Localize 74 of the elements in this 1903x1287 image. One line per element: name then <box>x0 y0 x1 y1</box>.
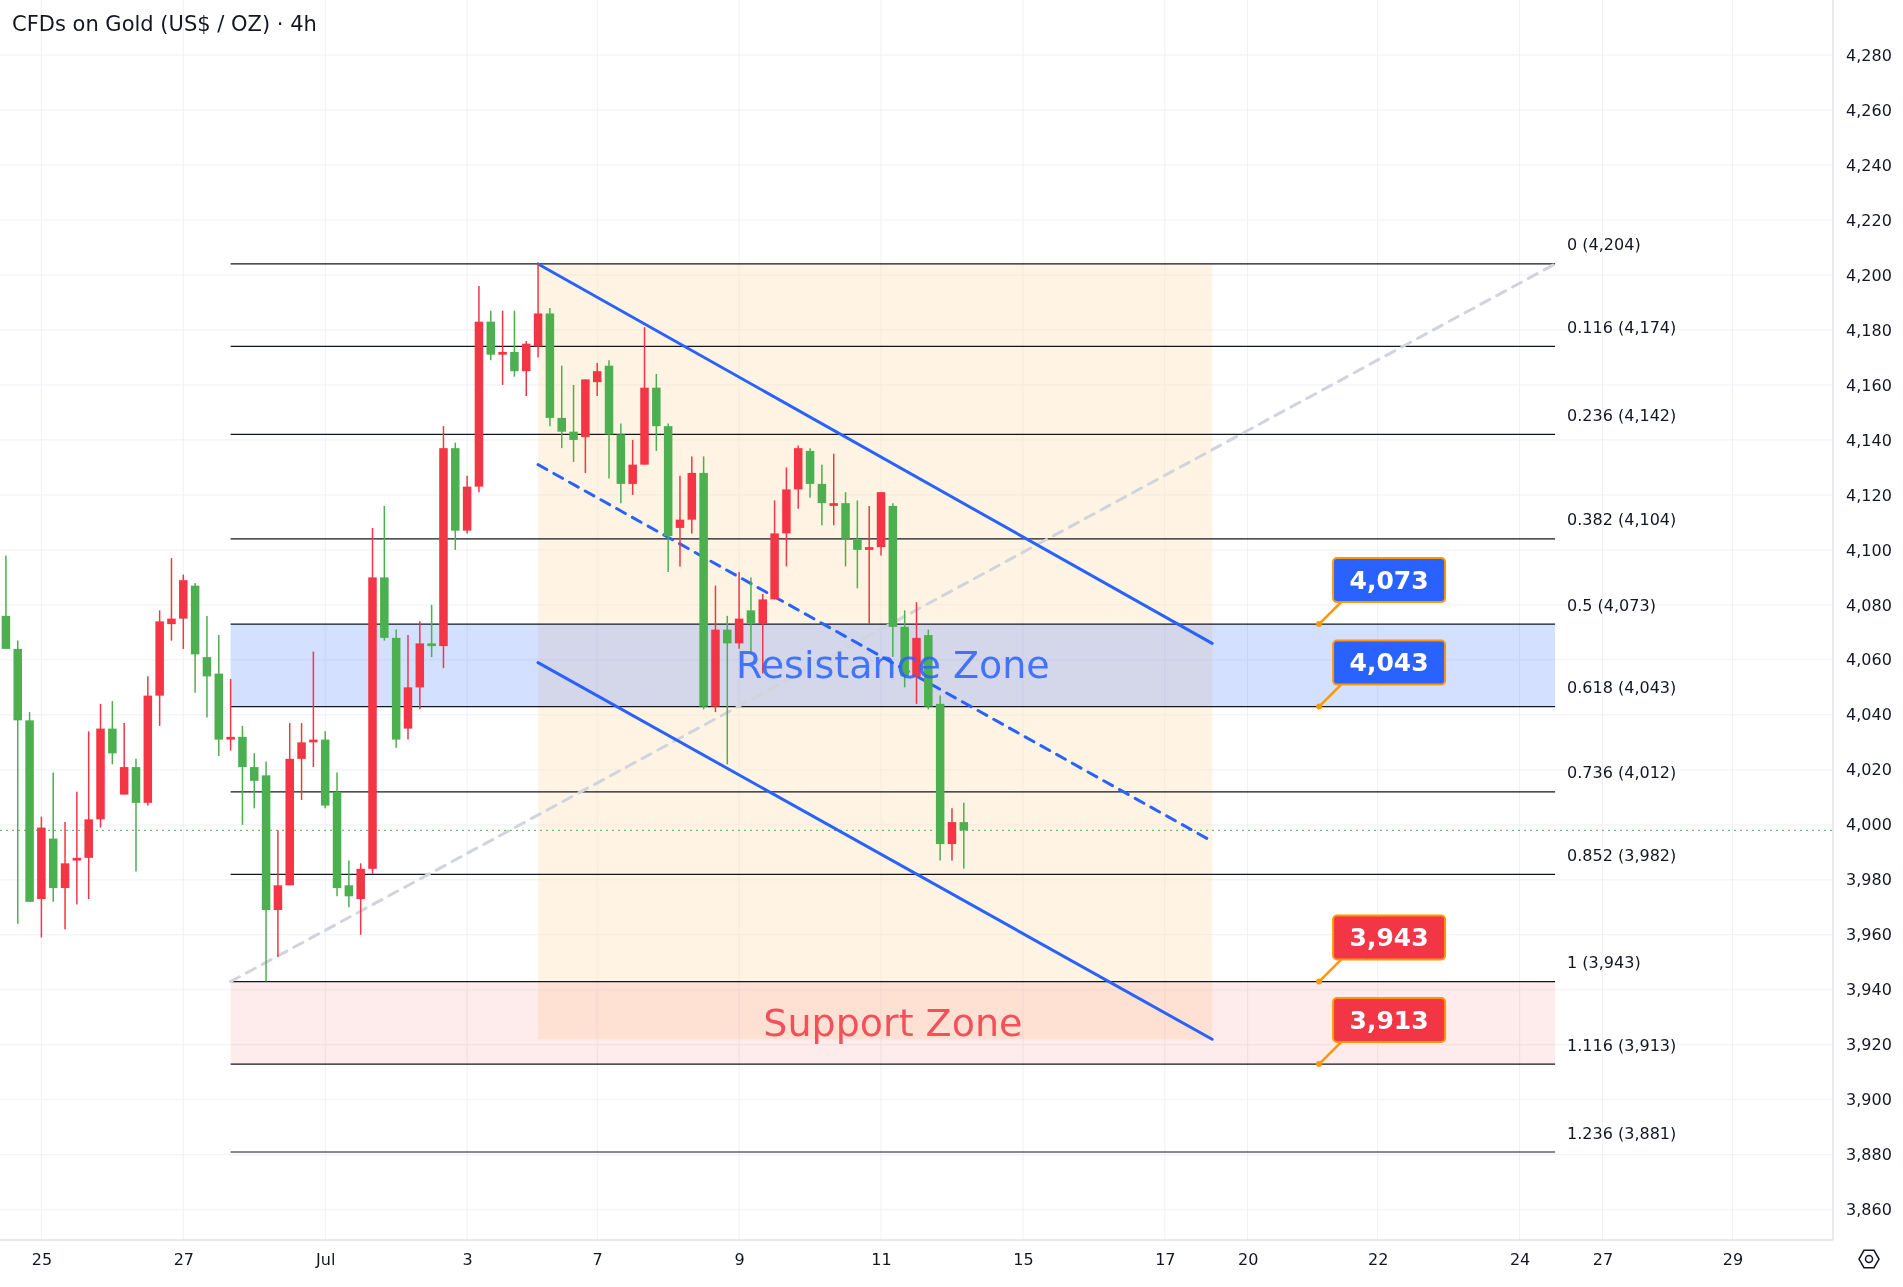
candlestick <box>72 791 82 906</box>
x-tick-label: 22 <box>1368 1250 1389 1270</box>
annotation: 4,073 <box>1349 565 1429 595</box>
y-tick-label: 4,120 <box>1846 485 1892 505</box>
x-tick-label: 27 <box>1592 1250 1614 1270</box>
candlestick <box>947 807 957 862</box>
x-tick-label: 9 <box>734 1250 745 1270</box>
candlestick <box>723 615 732 766</box>
x-tick-label: 11 <box>871 1250 892 1270</box>
ref-line-label: 0.5 (4,073) <box>1567 595 1656 615</box>
candlestick <box>167 557 176 642</box>
y-tick-label: 4,220 <box>1846 210 1892 230</box>
y-tick-label: 3,940 <box>1846 980 1892 1000</box>
candlestick <box>297 722 306 801</box>
candlestick <box>344 859 354 909</box>
y-tick-label: 3,960 <box>1846 925 1892 945</box>
x-tick-label: 24 <box>1509 1250 1531 1270</box>
y-tick-label: 4,140 <box>1846 430 1892 450</box>
candlestick <box>829 452 838 526</box>
y-tick-label: 4,240 <box>1846 155 1892 175</box>
candlestick <box>853 499 862 590</box>
ref-line-label: 0.618 (4,043) <box>1567 678 1677 698</box>
text: CFDs on Gold (US$ / OZ) · 4h <box>12 12 317 36</box>
y-tick-label: 4,080 <box>1846 595 1892 615</box>
y-tick-label: 4,100 <box>1846 540 1892 560</box>
y-tick-label: 4,160 <box>1846 375 1892 395</box>
x-tick-label: 25 <box>31 1250 53 1270</box>
y-tick-label: 4,200 <box>1846 265 1892 285</box>
y-tick-label: 4,180 <box>1846 320 1892 340</box>
y-tick-label: 4,060 <box>1846 650 1892 670</box>
y-tick-label: 4,020 <box>1846 760 1892 780</box>
ref-line-label: 0.736 (4,012) <box>1567 763 1677 783</box>
y-tick-label: 3,980 <box>1846 870 1892 890</box>
y-tick-label: 4,040 <box>1846 705 1892 725</box>
band-label: Support Zone <box>763 1000 1023 1045</box>
ref-line-label: 0.852 (3,982) <box>1567 845 1677 865</box>
candlestick <box>675 474 685 568</box>
candlestick <box>510 309 519 378</box>
y-tick-label: 3,920 <box>1846 1035 1892 1055</box>
x-tick-label: 3 <box>462 1250 473 1270</box>
ref-line-label: 0.116 (4,174) <box>1567 317 1677 337</box>
y-tick-label: 4,000 <box>1846 815 1892 835</box>
annotation: 4,043 <box>1349 648 1429 678</box>
candlestick <box>817 463 827 526</box>
y-tick-label: 4,260 <box>1846 100 1892 120</box>
ref-line-label: 0 (4,204) <box>1567 235 1641 255</box>
x-tick-label: 27 <box>173 1250 194 1270</box>
candlestick <box>592 362 602 397</box>
ref-line-label: 0.236 (4,142) <box>1567 405 1677 425</box>
candlestick <box>864 505 874 625</box>
ref-line-label: 1.116 (3,913) <box>1567 1035 1677 1055</box>
ref-line-label: 1.236 (3,881) <box>1567 1123 1677 1143</box>
candlestick <box>569 384 578 463</box>
y-tick-label: 3,880 <box>1846 1145 1892 1165</box>
candlestick <box>498 309 507 386</box>
candlestick <box>226 678 235 752</box>
y-tick-label: 3,860 <box>1846 1200 1892 1220</box>
x-tick-label: 17 <box>1155 1250 1176 1270</box>
candlestick <box>250 752 259 810</box>
y-tick-label: 3,900 <box>1846 1090 1892 1110</box>
ref-line-label: 0.382 (4,104) <box>1567 510 1677 530</box>
candlestick <box>628 439 637 496</box>
x-tick-label: 7 <box>592 1250 603 1270</box>
candlestick <box>202 615 212 719</box>
ref-line-label: 1 (3,943) <box>1567 953 1641 973</box>
x-tick-label: 29 <box>1722 1250 1744 1270</box>
candlestick <box>427 604 436 658</box>
x-tick-label: 15 <box>1013 1250 1034 1270</box>
candlestick <box>557 364 566 449</box>
x-tick-label: 20 <box>1237 1250 1259 1270</box>
annotation: 3,913 <box>1349 1005 1429 1035</box>
annotation: 3,943 <box>1349 923 1429 953</box>
x-tick-label: Jul <box>315 1250 336 1270</box>
y-tick-label: 4,280 <box>1846 45 1892 65</box>
